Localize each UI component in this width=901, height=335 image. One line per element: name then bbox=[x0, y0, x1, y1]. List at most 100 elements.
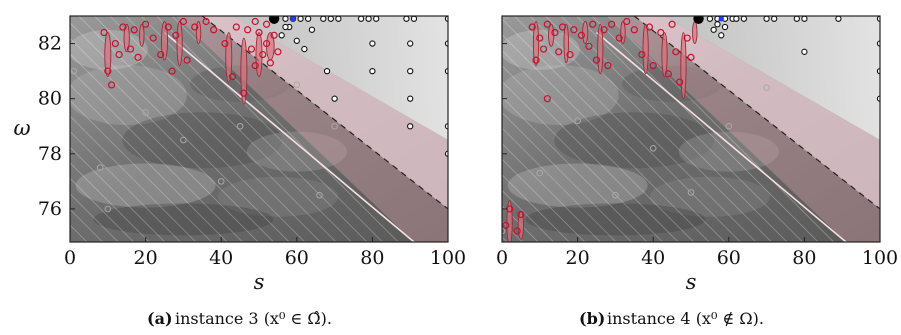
gray-point bbox=[142, 109, 149, 116]
y-tick-label: 80 bbox=[38, 88, 62, 110]
uncertainty-ellipse bbox=[692, 21, 698, 45]
x-tick-label: 100 bbox=[862, 247, 898, 269]
red-point bbox=[536, 34, 544, 42]
x-tick-label: 60 bbox=[717, 247, 741, 269]
red-point bbox=[532, 56, 540, 64]
uncertainty-ellipse bbox=[517, 211, 524, 240]
red-point bbox=[687, 53, 695, 61]
red-point bbox=[228, 73, 237, 81]
black-point bbox=[308, 26, 316, 33]
caption-b: instance 4 (x⁰ ∉ Ω). bbox=[607, 309, 764, 328]
uncertainty-ellipse bbox=[161, 21, 168, 61]
red-point bbox=[577, 31, 585, 39]
gray-point bbox=[687, 189, 695, 196]
y-tick-label: 76 bbox=[38, 198, 62, 220]
black-point bbox=[278, 32, 285, 39]
red-point bbox=[100, 28, 108, 37]
black-point bbox=[327, 16, 334, 22]
red-point bbox=[592, 56, 601, 64]
black-point bbox=[335, 16, 342, 22]
black-point bbox=[369, 40, 376, 47]
red-point bbox=[191, 23, 199, 31]
uncertainty-ellipse bbox=[104, 32, 112, 78]
black-point bbox=[407, 67, 414, 75]
uncertainty-ellipse bbox=[255, 32, 263, 78]
black-point bbox=[369, 67, 376, 75]
red-point bbox=[513, 227, 521, 235]
axes-frame bbox=[69, 15, 449, 243]
y-axis-label-a: ω bbox=[13, 116, 30, 140]
red-point bbox=[517, 210, 525, 219]
red-point bbox=[247, 45, 256, 53]
black-point bbox=[403, 16, 410, 22]
red-point bbox=[142, 20, 150, 28]
black-point bbox=[301, 45, 308, 53]
red-point bbox=[157, 50, 165, 59]
black-point bbox=[714, 21, 721, 28]
red-point bbox=[608, 20, 616, 28]
black-point bbox=[763, 16, 770, 22]
black-point bbox=[721, 23, 729, 31]
x-tick-label: 0 bbox=[64, 247, 76, 269]
uncertainty-ellipse bbox=[123, 23, 130, 53]
gray-point bbox=[104, 205, 112, 213]
marks-layer bbox=[502, 16, 880, 242]
red-point bbox=[210, 26, 218, 34]
black-point bbox=[365, 16, 372, 22]
red-point bbox=[107, 81, 116, 89]
boundary-dashed-line bbox=[201, 16, 448, 210]
red-point bbox=[672, 48, 680, 56]
red-point bbox=[543, 95, 551, 103]
red-point bbox=[630, 26, 638, 34]
hatch-region bbox=[70, 16, 414, 242]
blue-point bbox=[718, 16, 724, 22]
red-point bbox=[115, 50, 123, 59]
black-point bbox=[304, 16, 312, 22]
black-point bbox=[771, 16, 778, 22]
red-point bbox=[111, 39, 119, 48]
panel-b: 0 20 40 60 80 100 s (b) instance 4 (x⁰ ∉ Ω). bbox=[496, 15, 898, 328]
red-point bbox=[600, 26, 608, 34]
red-point bbox=[262, 39, 271, 48]
black-point bbox=[357, 16, 365, 22]
black-point bbox=[407, 95, 414, 102]
red-point bbox=[221, 39, 229, 48]
black-point bbox=[410, 16, 418, 22]
gray-point bbox=[502, 45, 510, 53]
gray-point bbox=[70, 67, 78, 75]
axes-b: 0 20 40 60 80 100 bbox=[496, 15, 898, 269]
red-point bbox=[668, 20, 676, 28]
gray-point bbox=[649, 144, 657, 152]
black-point bbox=[801, 48, 808, 55]
red-point bbox=[664, 70, 672, 78]
panel-label-b: (b) bbox=[579, 309, 605, 328]
black-point bbox=[706, 16, 714, 22]
pink-band-inner bbox=[607, 16, 880, 242]
red-point bbox=[232, 23, 240, 31]
gray-point bbox=[316, 191, 323, 199]
red-point bbox=[266, 59, 274, 67]
marks-b bbox=[502, 16, 880, 242]
red-point bbox=[615, 34, 623, 42]
red-point bbox=[172, 31, 180, 39]
clear-region bbox=[232, 16, 448, 141]
axes-frame bbox=[501, 15, 881, 243]
hatch-region bbox=[502, 16, 846, 242]
x-axis-label-b: s bbox=[686, 270, 697, 294]
black-point bbox=[282, 23, 289, 31]
black-point bbox=[876, 67, 880, 75]
black-point bbox=[331, 95, 338, 102]
x-tick-label: 20 bbox=[566, 247, 590, 269]
red-point bbox=[164, 23, 172, 31]
red-point bbox=[683, 34, 691, 42]
red-point bbox=[119, 23, 127, 31]
red-point bbox=[202, 17, 210, 26]
gray-point bbox=[536, 169, 544, 177]
red-point bbox=[539, 45, 548, 53]
gray-point bbox=[502, 16, 510, 20]
axes-a: 0 20 40 60 80 100 76 78 80 82 bbox=[38, 15, 466, 269]
red-point bbox=[645, 23, 654, 31]
red-point bbox=[543, 20, 551, 28]
black-point bbox=[740, 16, 748, 22]
panel-a: 0 20 40 60 80 100 76 78 80 82 s ω (a) instance 3 … bbox=[13, 15, 466, 328]
